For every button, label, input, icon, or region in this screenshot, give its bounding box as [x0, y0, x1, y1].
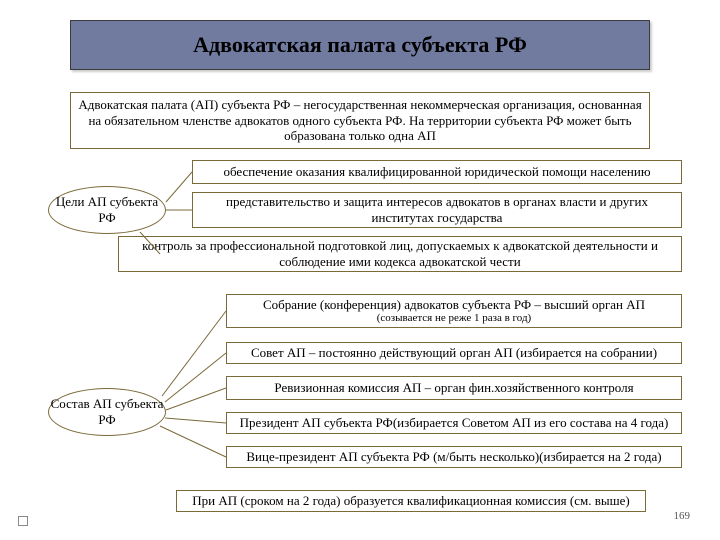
composition-oval: Состав АП субъекта РФ — [48, 388, 166, 436]
goal-item-2: контроль за профессиональной подготовкой… — [118, 236, 682, 272]
page-number: 169 — [674, 510, 691, 522]
composition-item-2: Ревизионная комиссия АП – орган фин.хозя… — [226, 376, 682, 400]
footer-note-box: При АП (сроком на 2 года) образуется ква… — [176, 490, 646, 512]
composition-item-0-text: Собрание (конференция) адвокатов субъект… — [263, 297, 645, 312]
goal-item-0: обеспечение оказания квалифицированной ю… — [192, 160, 682, 184]
composition-item-3: Президент АП субъекта РФ(избирается Сове… — [226, 412, 682, 434]
footer-square-icon — [18, 516, 28, 526]
composition-item-0: Собрание (конференция) адвокатов субъект… — [226, 294, 682, 328]
composition-item-0-sub: (созывается не реже 1 раза в год) — [263, 312, 645, 325]
goals-label: Цели АП субъекта РФ — [49, 194, 165, 225]
page-title: Адвокатская палата субъекта РФ — [193, 32, 527, 58]
definition-box: Адвокатская палата (АП) субъекта РФ – не… — [70, 92, 650, 149]
composition-item-4: Вице-президент АП субъекта РФ (м/быть не… — [226, 446, 682, 468]
goal-item-1: представительство и защита интересов адв… — [192, 192, 682, 228]
goals-oval: Цели АП субъекта РФ — [48, 186, 166, 234]
composition-label: Состав АП субъекта РФ — [49, 396, 165, 427]
composition-item-1: Совет АП – постоянно действующий орган А… — [226, 342, 682, 364]
title-bar: Адвокатская палата субъекта РФ — [70, 20, 650, 70]
